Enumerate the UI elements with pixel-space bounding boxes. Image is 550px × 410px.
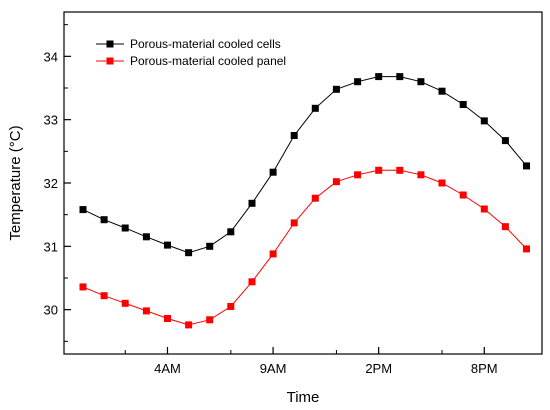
data-point-panel: [290, 219, 298, 227]
data-point-cells: [142, 233, 150, 241]
ticks-layer: 30 31 32 33 34 4AM 9AM 2PM 8PM: [44, 24, 498, 376]
data-point-cells: [206, 242, 214, 250]
data-point-panel: [269, 250, 277, 258]
data-point-panel: [248, 278, 256, 286]
x-tick-label: 9AM: [260, 361, 287, 376]
data-point-panel: [354, 171, 362, 179]
data-point-panel: [121, 299, 129, 307]
data-point-panel: [375, 166, 383, 174]
legend-label-panel: Porous-material cooled panel: [130, 54, 286, 68]
data-point-cells: [523, 162, 530, 170]
data-point-cells: [121, 224, 129, 232]
data-point-panel: [438, 179, 446, 187]
data-point-cells: [290, 132, 298, 139]
legend-marker-panel: [106, 57, 114, 65]
data-point-cells: [501, 137, 509, 145]
data-point-panel: [185, 321, 193, 329]
data-point-cells: [164, 241, 171, 249]
data-point-panel: [459, 191, 467, 199]
data-point-panel: [417, 171, 425, 179]
data-point-cells: [269, 168, 277, 176]
data-point-cells: [311, 104, 319, 112]
series-layer: [79, 73, 530, 329]
y-axis-title: Temperature (°C): [7, 125, 24, 240]
data-point-cells: [248, 199, 256, 207]
data-point-panel: [206, 316, 214, 324]
data-point-cells: [185, 249, 193, 257]
data-point-cells: [459, 101, 467, 108]
data-point-cells: [79, 206, 87, 214]
x-tick-label: 2PM: [365, 361, 392, 376]
data-point-cells: [100, 216, 108, 224]
data-point-cells: [438, 87, 446, 95]
y-tick-label: 34: [44, 49, 58, 64]
plot-area: [63, 11, 543, 355]
legend: Porous-material cooled cells Porous-mate…: [96, 37, 286, 68]
data-point-panel: [480, 205, 488, 213]
data-point-panel: [523, 245, 530, 253]
data-point-cells: [375, 73, 383, 81]
y-tick-label: 32: [44, 176, 58, 191]
data-point-cells: [354, 78, 362, 86]
legend-marker-cells: [106, 40, 114, 48]
data-point-cells: [227, 228, 235, 236]
data-point-panel: [79, 283, 87, 291]
data-point-cells: [332, 85, 340, 93]
series-line-panel: [82, 169, 527, 326]
y-tick-label: 33: [44, 113, 58, 128]
data-point-panel: [227, 303, 235, 310]
series-line-cells: [82, 76, 527, 254]
x-axis-title: Time: [287, 389, 320, 406]
legend-label-cells: Porous-material cooled cells: [130, 37, 281, 51]
x-tick-label: 4AM: [154, 361, 181, 376]
data-point-panel: [396, 166, 404, 174]
data-point-panel: [164, 315, 171, 322]
data-point-cells: [417, 78, 425, 86]
data-point-panel: [501, 223, 509, 231]
y-tick-label: 30: [44, 303, 58, 318]
data-point-panel: [142, 307, 150, 315]
y-tick-label: 31: [44, 239, 58, 254]
x-tick-label: 8PM: [471, 361, 498, 376]
data-point-cells: [480, 117, 488, 125]
data-point-panel: [100, 292, 108, 300]
data-point-panel: [332, 178, 340, 186]
data-point-cells: [396, 73, 404, 81]
data-point-panel: [311, 194, 319, 202]
